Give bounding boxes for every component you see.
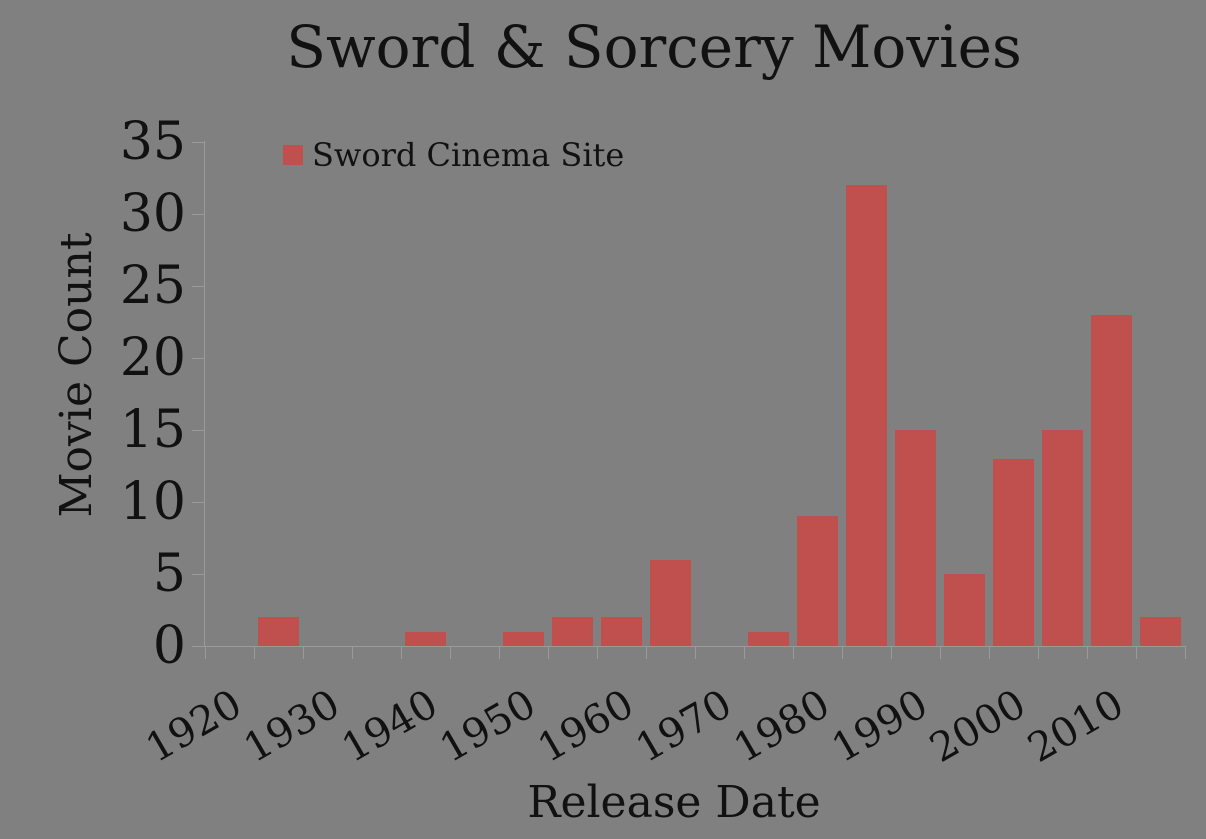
x-tick [450, 647, 451, 659]
x-tick [352, 647, 353, 659]
chart-title: Sword & Sorcery Movies [286, 13, 1022, 81]
x-tick [842, 647, 843, 659]
x-axis-line [204, 646, 1186, 647]
y-tick [192, 646, 204, 647]
x-tick [1038, 647, 1039, 659]
x-tick [205, 647, 206, 659]
y-tick-label: 35 [119, 112, 186, 172]
x-axis-title: Release Date [527, 777, 821, 828]
legend-label: Sword Cinema Site [312, 136, 625, 174]
x-tick [1185, 647, 1186, 659]
bar [748, 631, 789, 646]
bar [405, 631, 446, 646]
x-tick [499, 647, 500, 659]
bar [1042, 430, 1083, 646]
bar [552, 617, 593, 646]
x-tick [695, 647, 696, 659]
x-tick [940, 647, 941, 659]
x-tick [1087, 647, 1088, 659]
bar [797, 516, 838, 646]
y-tick [192, 430, 204, 431]
y-tick [192, 286, 204, 287]
y-tick-label: 30 [119, 184, 186, 244]
y-tick [192, 142, 204, 143]
y-axis-line [204, 141, 205, 647]
bar [846, 185, 887, 646]
bar [1091, 314, 1132, 646]
y-tick [192, 214, 204, 215]
y-tick-label: 20 [119, 328, 186, 388]
bar [601, 617, 642, 646]
bar [993, 458, 1034, 646]
x-tick [793, 647, 794, 659]
x-tick [254, 647, 255, 659]
x-tick [891, 647, 892, 659]
y-tick-label: 10 [119, 472, 186, 532]
x-tick [401, 647, 402, 659]
y-tick-label: 25 [119, 256, 186, 316]
bar [944, 574, 985, 646]
bar [895, 430, 936, 646]
x-tick [548, 647, 549, 659]
x-tick [744, 647, 745, 659]
x-tick [1136, 647, 1137, 659]
y-tick-label: 15 [119, 400, 186, 460]
y-tick [192, 358, 204, 359]
bar [650, 559, 691, 646]
x-tick [989, 647, 990, 659]
x-tick [597, 647, 598, 659]
x-tick [646, 647, 647, 659]
y-tick-label: 0 [152, 616, 186, 676]
legend: Sword Cinema Site [283, 138, 624, 172]
y-tick-label: 5 [152, 544, 186, 604]
plot-area [205, 142, 1185, 646]
bar [258, 617, 299, 646]
bar [1140, 617, 1181, 646]
y-tick [192, 502, 204, 503]
bar [503, 631, 544, 646]
y-tick [192, 574, 204, 575]
legend-swatch [283, 145, 303, 165]
x-tick [303, 647, 304, 659]
